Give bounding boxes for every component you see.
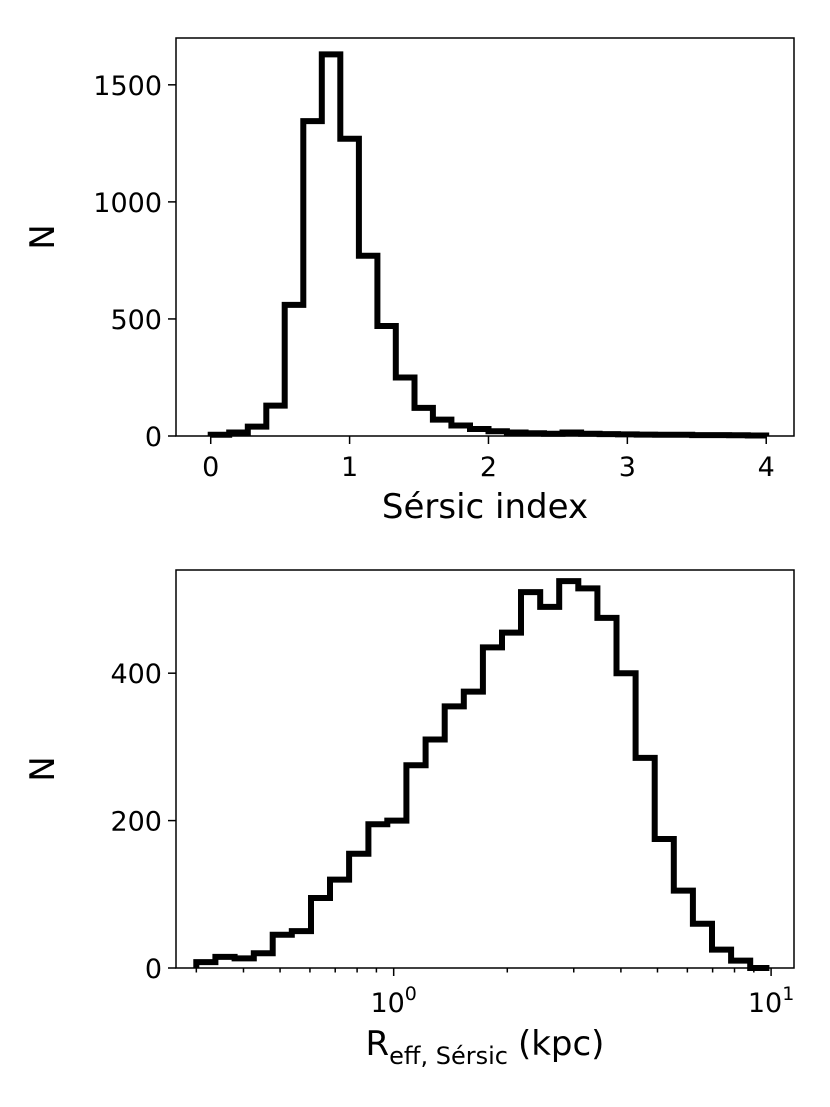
y-tick-label: 1500 <box>93 71 162 102</box>
y-tick-label: 200 <box>110 807 162 838</box>
y-axis-label: N <box>23 224 63 249</box>
y-tick-label: 500 <box>110 305 162 336</box>
y-tick-label: 0 <box>145 422 162 453</box>
x-tick-label: 3 <box>619 452 636 483</box>
x-axis-label: Sérsic index <box>382 487 588 527</box>
x-tick-label: 101 <box>748 983 794 1019</box>
x-axis-label-main: R <box>366 1024 390 1064</box>
x-tick-label: 2 <box>480 452 497 483</box>
x-tick-label: 100 <box>370 983 416 1019</box>
x-tick-label-exponent: 1 <box>782 983 794 1005</box>
x-axis-label-subscript: eff, Sérsic <box>389 1042 508 1070</box>
effective-radius-histogram-outline <box>193 578 770 971</box>
y-tick-label: 0 <box>145 954 162 985</box>
x-tick-label-exponent: 0 <box>405 983 417 1005</box>
axis-ticks: 0 1 2 3 4 0 500 1000 1500 <box>93 71 775 483</box>
y-axis-label: N <box>23 756 63 781</box>
y-tick-label: 400 <box>110 659 162 690</box>
plot-frame <box>175 37 795 437</box>
x-tick-label: 1 <box>341 452 358 483</box>
x-axis-label-unit: (kpc) <box>518 1024 605 1064</box>
x-tick-label-base: 10 <box>748 988 782 1019</box>
x-tick-label: 4 <box>758 452 775 483</box>
y-tick-label: 1000 <box>93 188 162 219</box>
sersic-index-histogram-outline <box>207 51 770 439</box>
x-axis-label: Reff, Sérsic (kpc) <box>366 1024 605 1070</box>
x-tick-label-base: 10 <box>370 988 404 1019</box>
plot-frame <box>175 569 795 969</box>
x-tick-label: 0 <box>202 452 219 483</box>
sersic-index-histogram-panel: 0 1 2 3 4 0 500 1000 1500 Sérsic index N <box>23 37 795 527</box>
